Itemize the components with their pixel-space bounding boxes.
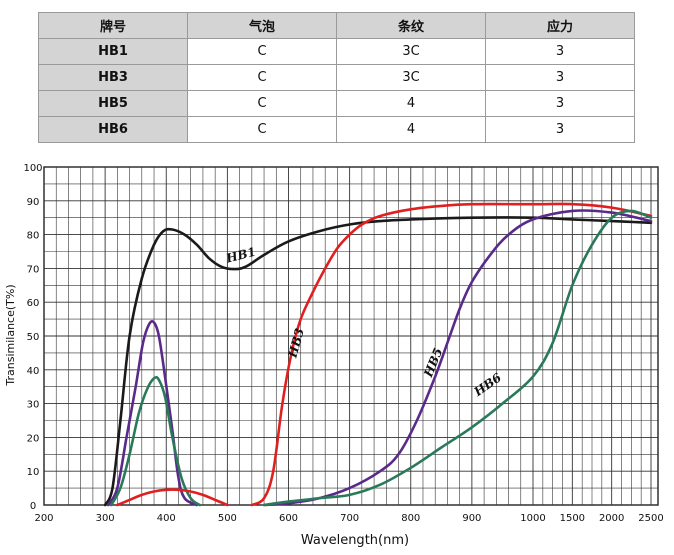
table-row: HB1 C 3C 3	[38, 38, 635, 65]
header-stress: 应力	[485, 12, 635, 39]
y-tick-label: 70	[27, 264, 40, 275]
bubbles-cell: C	[187, 64, 337, 91]
table-header-row: 牌号 气泡 条纹 应力	[38, 12, 635, 39]
table-row: HB3 C 3C 3	[38, 64, 635, 91]
x-tick-label: 700	[340, 513, 359, 524]
spec-table: 牌号 气泡 条纹 应力 HB1 C 3C 3 HB3 C 3C 3 HB5 C …	[38, 12, 635, 143]
x-tick-label: 200	[34, 513, 53, 524]
y-tick-label: 90	[27, 197, 40, 208]
y-tick-label: 0	[30, 501, 36, 512]
striae-cell: 4	[336, 116, 486, 143]
y-tick-label: 80	[27, 231, 40, 242]
series-line	[116, 488, 229, 507]
bubbles-cell: C	[187, 38, 337, 65]
header-striae: 条纹	[336, 12, 486, 39]
chart-grid	[43, 166, 659, 506]
y-tick-label: 50	[27, 332, 40, 343]
series-line-hb1	[103, 216, 653, 507]
bubbles-cell: C	[187, 90, 337, 117]
stress-cell: 3	[485, 116, 635, 143]
table-row: HB6 C 4 3	[38, 116, 635, 143]
y-tick-label: 30	[27, 400, 40, 411]
x-tick-label: 800	[401, 513, 420, 524]
x-tick-label: 900	[462, 513, 481, 524]
y-tick-label: 20	[27, 433, 40, 444]
y-tick-label: 40	[27, 366, 40, 377]
x-tick-label: 300	[96, 513, 115, 524]
series-label-hb6: HB6	[471, 370, 505, 400]
y-axis-title: Transimilance(T%)	[4, 284, 17, 386]
y-tick-label: 100	[23, 163, 42, 174]
chart-ticks: 0 10 20 30 40 50 60 70 80 90 100 200 300 400 500 600 700…	[23, 163, 663, 524]
x-tick-label: 600	[279, 513, 298, 524]
series-line	[106, 319, 199, 507]
striae-cell: 3C	[336, 38, 486, 65]
header-grade: 牌号	[38, 12, 188, 39]
series-label-hb5: HB5	[421, 346, 446, 380]
series-line-hb6	[262, 209, 653, 507]
x-axis-title: Wavelength(nm)	[301, 533, 409, 548]
bubbles-cell: C	[187, 116, 337, 143]
x-tick-label: 2000	[599, 513, 624, 524]
x-tick-label: 1000	[520, 513, 545, 524]
transmittance-chart: 0 10 20 30 40 50 60 70 80 90 100 200 300 400 500 600 700…	[4, 163, 664, 548]
table-row: HB5 C 4 3	[38, 90, 635, 117]
x-tick-label: 400	[157, 513, 176, 524]
stress-cell: 3	[485, 38, 635, 65]
striae-cell: 4	[336, 90, 486, 117]
header-bubbles: 气泡	[187, 12, 337, 39]
grade-cell: HB3	[38, 64, 188, 91]
y-tick-label: 60	[27, 298, 40, 309]
grade-cell: HB1	[38, 38, 188, 65]
series-line-hb3	[250, 202, 653, 507]
x-tick-label: 2500	[638, 513, 663, 524]
series-line	[109, 375, 202, 507]
stress-cell: 3	[485, 64, 635, 91]
chart-series	[103, 202, 653, 507]
x-tick-label: 500	[218, 513, 237, 524]
grade-cell: HB5	[38, 90, 188, 117]
y-tick-label: 10	[27, 467, 40, 478]
grade-cell: HB6	[38, 116, 188, 143]
striae-cell: 3C	[336, 64, 486, 91]
x-tick-label: 1500	[560, 513, 585, 524]
series-line-hb5	[262, 209, 653, 507]
stress-cell: 3	[485, 90, 635, 117]
